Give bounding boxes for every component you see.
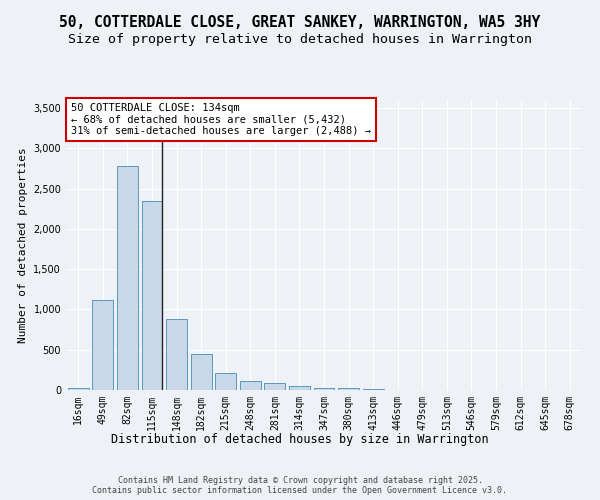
Text: 50, COTTERDALE CLOSE, GREAT SANKEY, WARRINGTON, WA5 3HY: 50, COTTERDALE CLOSE, GREAT SANKEY, WARR… (59, 15, 541, 30)
Bar (166, 319, 187, 390)
Bar (314, 388, 334, 390)
Bar (240, 381, 261, 390)
Bar (265, 383, 286, 390)
Bar (92, 300, 113, 390)
Text: Size of property relative to detached houses in Warrington: Size of property relative to detached ho… (68, 32, 532, 46)
Bar (142, 200, 163, 390)
Y-axis label: Number of detached properties: Number of detached properties (18, 147, 28, 343)
Text: 50 COTTERDALE CLOSE: 134sqm
← 68% of detached houses are smaller (5,432)
31% of : 50 COTTERDALE CLOSE: 134sqm ← 68% of det… (71, 103, 371, 136)
Text: Distribution of detached houses by size in Warrington: Distribution of detached houses by size … (111, 432, 489, 446)
Text: Contains HM Land Registry data © Crown copyright and database right 2025.
Contai: Contains HM Land Registry data © Crown c… (92, 476, 508, 495)
Bar (117, 166, 138, 390)
Bar (68, 388, 89, 390)
Bar (191, 354, 212, 390)
Bar (215, 372, 236, 390)
Bar (338, 388, 359, 390)
Bar (289, 386, 310, 390)
Bar (362, 389, 383, 390)
